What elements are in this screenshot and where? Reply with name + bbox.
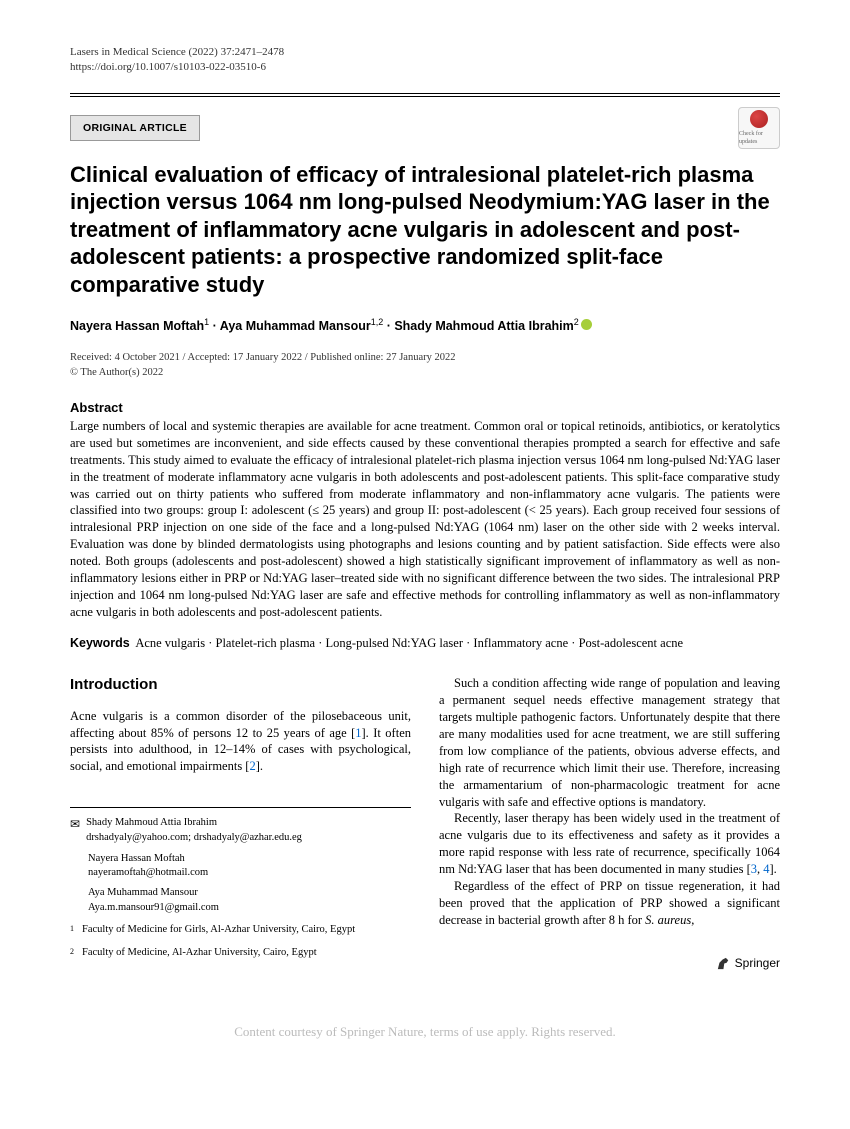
- author-1[interactable]: Nayera Hassan Moftah1: [70, 319, 209, 333]
- affil-text: Faculty of Medicine, Al-Azhar University…: [82, 946, 317, 961]
- corr-name: Shady Mahmoud Attia Ibrahim: [86, 816, 302, 831]
- auth3-email[interactable]: Aya.m.mansour91@gmail.com: [88, 901, 411, 916]
- courtesy-footer: Content courtesy of Springer Nature, ter…: [0, 1005, 850, 1055]
- affil-text: Faculty of Medicine for Girls, Al-Azhar …: [82, 923, 355, 938]
- author-contact-3: Aya Muhammad Mansour Aya.m.mansour91@gma…: [70, 886, 411, 915]
- publisher-name: Springer: [735, 955, 780, 971]
- text-span: Regardless of the effect of PRP on tissu…: [439, 879, 780, 927]
- column-left: Introduction Acne vulgaris is a common d…: [70, 675, 411, 974]
- article-title: Clinical evaluation of efficacy of intra…: [70, 161, 780, 299]
- keywords-line: Keywords Acne vulgaris · Platelet-rich p…: [70, 635, 780, 652]
- publisher-footer: Springer: [439, 955, 780, 975]
- ref-link-3[interactable]: 3: [751, 862, 757, 876]
- keywords-text: Acne vulgaris · Platelet-rich plasma · L…: [135, 636, 683, 650]
- text-span: Recently, laser therapy has been widely …: [439, 811, 780, 876]
- body-paragraph: Such a condition affecting wide range of…: [439, 675, 780, 810]
- author-list: Nayera Hassan Moftah1 · Aya Muhammad Man…: [70, 316, 780, 335]
- text-span: ].: [256, 759, 263, 773]
- keywords-label: Keywords: [70, 636, 130, 650]
- check-updates-badge[interactable]: Check for updates: [738, 107, 780, 149]
- column-right: Such a condition affecting wide range of…: [439, 675, 780, 974]
- article-type-badge: ORIGINAL ARTICLE: [70, 115, 200, 141]
- auth2-email[interactable]: nayeramoftah@hotmail.com: [88, 866, 411, 881]
- affiliation-1: 1Faculty of Medicine for Girls, Al-Azhar…: [70, 923, 411, 938]
- crossmark-icon: [750, 110, 768, 128]
- abstract-heading: Abstract: [70, 399, 780, 417]
- body-columns: Introduction Acne vulgaris is a common d…: [70, 675, 780, 974]
- copyright-line: © The Author(s) 2022: [70, 366, 780, 380]
- journal-line: Lasers in Medical Science (2022) 37:2471…: [70, 45, 780, 60]
- corresponding-author: ✉ Shady Mahmoud Attia Ibrahim drshadyaly…: [70, 816, 411, 845]
- header-meta: Lasers in Medical Science (2022) 37:2471…: [70, 45, 780, 75]
- rule-thick: [70, 93, 780, 94]
- introduction-heading: Introduction: [70, 675, 411, 695]
- dates-line: Received: 4 October 2021 / Accepted: 17 …: [70, 351, 780, 365]
- article-page: Lasers in Medical Science (2022) 37:2471…: [0, 0, 850, 1005]
- text-span: ].: [770, 862, 777, 876]
- abstract-text: Large numbers of local and systemic ther…: [70, 418, 780, 621]
- envelope-icon: ✉: [70, 816, 80, 845]
- intro-paragraph-1: Acne vulgaris is a common disorder of th…: [70, 708, 411, 776]
- badge-row: ORIGINAL ARTICLE Check for updates: [70, 107, 780, 149]
- orcid-icon[interactable]: [581, 319, 592, 330]
- italic-species: S. aureus: [645, 913, 691, 927]
- author-2[interactable]: Aya Muhammad Mansour1,2: [220, 319, 383, 333]
- author-3[interactable]: Shady Mahmoud Attia Ibrahim2: [394, 319, 591, 333]
- springer-logo[interactable]: Springer: [715, 955, 780, 971]
- body-paragraph: Recently, laser therapy has been widely …: [439, 810, 780, 878]
- springer-horse-icon: [715, 955, 731, 971]
- author-contact-2: Nayera Hassan Moftah nayeramoftah@hotmai…: [70, 852, 411, 881]
- doi-line[interactable]: https://doi.org/10.1007/s10103-022-03510…: [70, 60, 780, 75]
- body-paragraph: Regardless of the effect of PRP on tissu…: [439, 878, 780, 929]
- affiliation-2: 2Faculty of Medicine, Al-Azhar Universit…: [70, 946, 411, 961]
- auth2-name: Nayera Hassan Moftah: [88, 852, 411, 867]
- text-span: ,: [691, 913, 694, 927]
- updates-label: Check for updates: [739, 130, 779, 146]
- auth3-name: Aya Muhammad Mansour: [88, 886, 411, 901]
- affiliations-block: ✉ Shady Mahmoud Attia Ibrahim drshadyaly…: [70, 807, 411, 961]
- corr-email[interactable]: drshadyaly@yahoo.com; drshadyaly@azhar.e…: [86, 831, 302, 846]
- rule-thin: [70, 96, 780, 97]
